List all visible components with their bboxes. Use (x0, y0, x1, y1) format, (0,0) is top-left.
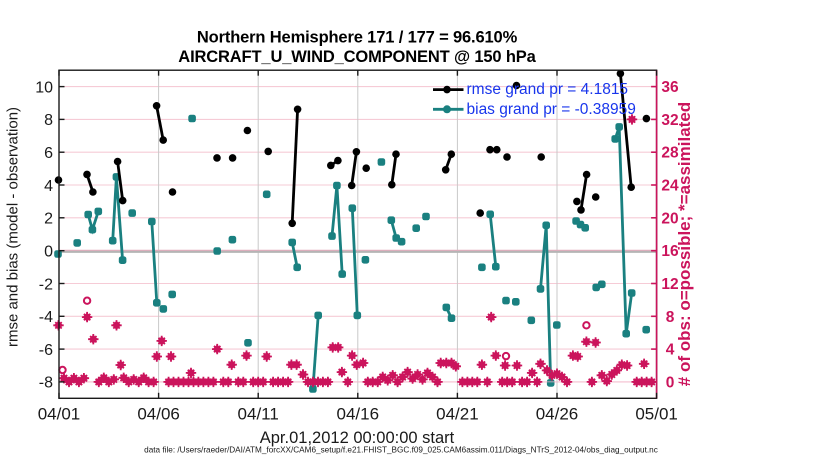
svg-text:04/11: 04/11 (238, 405, 279, 424)
svg-text:-6: -6 (39, 342, 53, 359)
svg-text:8: 8 (666, 309, 675, 326)
svg-text:4: 4 (44, 178, 53, 195)
svg-text:4: 4 (666, 342, 675, 359)
svg-text:04/16: 04/16 (337, 405, 380, 424)
svg-text:0: 0 (666, 374, 675, 391)
svg-text:rmse grand pr = 4.1815: rmse grand pr = 4.1815 (467, 81, 629, 98)
svg-text:04/21: 04/21 (436, 405, 479, 424)
svg-text:2: 2 (44, 211, 53, 228)
svg-text:-4: -4 (39, 309, 53, 326)
svg-text:6: 6 (44, 145, 53, 162)
svg-text:Northern Hemisphere 171 / 177: Northern Hemisphere 171 / 177 = 96.610% (197, 28, 518, 46)
svg-text:bias grand pr = -0.38959: bias grand pr = -0.38959 (467, 101, 636, 118)
svg-text:AIRCRAFT_U_WIND_COMPONENT @ 15: AIRCRAFT_U_WIND_COMPONENT @ 150 hPa (178, 48, 536, 66)
svg-text:0: 0 (44, 244, 53, 261)
svg-text:# of obs: o=possible; *=assimi: # of obs: o=possible; *=assimilated (675, 102, 694, 386)
svg-text:-8: -8 (39, 375, 53, 392)
svg-text:04/26: 04/26 (536, 405, 579, 424)
svg-text:05/01: 05/01 (635, 405, 678, 424)
svg-text:8: 8 (44, 112, 53, 129)
svg-text:data file: /Users/raeder/DAI/A: data file: /Users/raeder/DAI/ATM_forcXX/… (144, 446, 658, 455)
svg-text:04/01: 04/01 (38, 405, 81, 424)
svg-text:04/06: 04/06 (137, 405, 180, 424)
svg-text:10: 10 (35, 79, 53, 96)
svg-text:36: 36 (661, 79, 679, 96)
svg-text:rmse and bias (model - observa: rmse and bias (model - observation) (5, 107, 22, 347)
svg-text:Apr.01,2012 00:00:00 start: Apr.01,2012 00:00:00 start (260, 429, 455, 447)
svg-text:-2: -2 (39, 276, 53, 293)
